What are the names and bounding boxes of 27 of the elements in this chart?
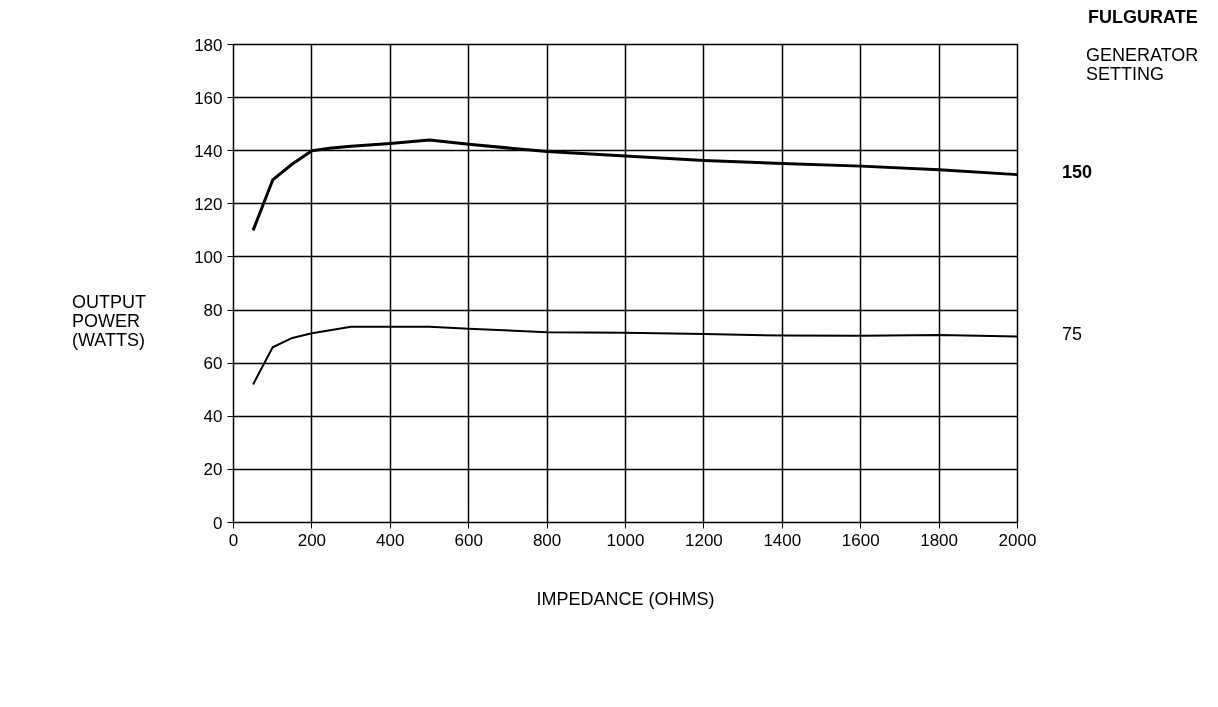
x-tick-label: 600 (454, 530, 483, 550)
y-axis-title: OUTPUT POWER (WATTS) (72, 292, 146, 350)
x-tick-label: 1600 (841, 530, 880, 550)
x-tick-label: 2000 (998, 530, 1037, 550)
x-tick-label: 400 (376, 530, 405, 550)
y-tick-label: 20 (203, 460, 223, 480)
x-tick-label: 800 (532, 530, 562, 550)
text: 150 (1062, 162, 1093, 182)
legend-title: GENERATOR SETTING (1086, 45, 1199, 84)
y-tick-label: 180 (194, 35, 223, 55)
x-axis-title: IMPEDANCE (OHMS) (536, 588, 715, 609)
x-tick-label: 0 (228, 530, 239, 550)
x-tick-label: 200 (297, 530, 327, 550)
text: 75 (1062, 324, 1083, 344)
y-tick-label: 60 (203, 354, 223, 374)
x-tick-label: 1200 (684, 530, 723, 550)
y-tick-label: 160 (194, 88, 223, 108)
y-tick-label: 140 (194, 141, 223, 161)
text: FULGURATE (1088, 7, 1198, 27)
y-tick-label: 80 (203, 301, 223, 321)
x-tick-label: 1400 (763, 530, 802, 550)
x-tick-label: 1800 (920, 530, 959, 550)
y-tick-label: 120 (194, 194, 223, 214)
x-tick-label: 1000 (606, 530, 645, 550)
y-tick-label: 100 (194, 247, 223, 267)
y-tick-label: 0 (213, 513, 223, 533)
y-tick-label: 40 (203, 407, 223, 427)
